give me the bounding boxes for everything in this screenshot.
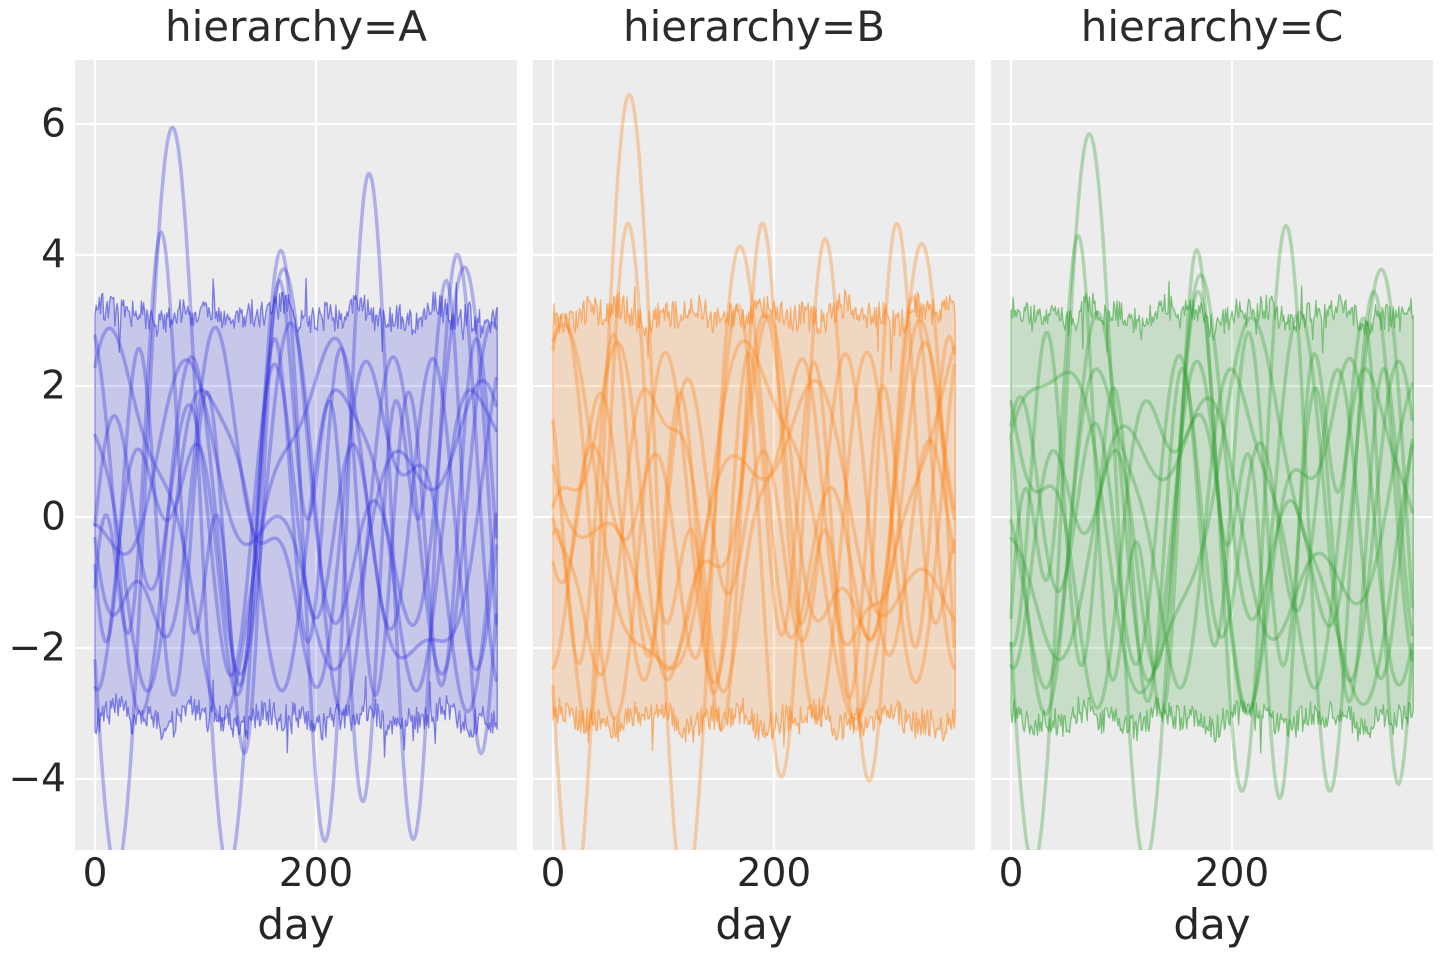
time-series-line xyxy=(551,237,956,783)
y-tick-label: 2 xyxy=(41,363,66,409)
time-series-line xyxy=(1009,356,1414,713)
time-series-line xyxy=(551,314,956,682)
time-series-line xyxy=(551,332,956,700)
confidence-band xyxy=(94,277,498,758)
time-series-line xyxy=(1009,382,1414,662)
x-tick-label: 200 xyxy=(278,851,354,896)
facet-b-plot xyxy=(533,60,975,850)
x-tick-label: 0 xyxy=(998,851,1024,896)
facet-title-b: hierarchy=B xyxy=(622,2,886,51)
time-series-line xyxy=(1009,310,1414,716)
confidence-band xyxy=(552,286,956,751)
facet-title-a: hierarchy=A xyxy=(165,2,427,51)
time-series-line xyxy=(1009,367,1414,690)
x-tick-label: 200 xyxy=(1194,851,1270,896)
y-tick-label: 6 xyxy=(41,101,66,147)
y-tick-label: 0 xyxy=(41,494,66,540)
y-tick-label: −2 xyxy=(8,625,67,671)
time-series-line xyxy=(93,230,498,804)
time-series-line xyxy=(1009,330,1414,704)
x-axis-label: day xyxy=(1173,900,1251,949)
time-series-line xyxy=(551,378,956,672)
time-series-line xyxy=(93,125,498,850)
time-series-line xyxy=(93,321,498,716)
time-series-line xyxy=(93,171,498,843)
line-series-group xyxy=(1009,132,1414,850)
time-series-line xyxy=(93,358,498,672)
time-series-line xyxy=(551,322,956,721)
time-series-line xyxy=(93,326,498,722)
time-series-line xyxy=(1009,132,1414,850)
time-series-line xyxy=(1009,234,1414,801)
time-series-line xyxy=(551,340,956,694)
x-axis-label: day xyxy=(257,900,335,949)
time-series-line xyxy=(1009,353,1414,681)
x-tick-label: 0 xyxy=(540,851,566,896)
line-series-group xyxy=(93,125,498,850)
time-series-line xyxy=(93,388,498,693)
time-series-line xyxy=(93,336,498,698)
x-axis-label: day xyxy=(715,900,793,949)
y-tick-label: −4 xyxy=(8,756,67,802)
time-series-line xyxy=(551,92,956,850)
x-tick-label: 0 xyxy=(82,851,108,896)
y-tick-label: 4 xyxy=(41,232,66,278)
time-series-line xyxy=(93,325,498,714)
x-tick-label: 200 xyxy=(736,851,812,896)
facet-title-c: hierarchy=C xyxy=(1080,2,1344,51)
facet-a-plot xyxy=(75,60,517,850)
time-series-line xyxy=(551,312,956,721)
time-series-line xyxy=(1009,316,1414,707)
confidence-band xyxy=(1010,280,1414,754)
time-series-line xyxy=(1009,223,1414,793)
time-series-line xyxy=(551,352,956,682)
line-series-group xyxy=(551,92,956,850)
time-series-line xyxy=(551,221,956,732)
time-series-line xyxy=(93,356,498,678)
facet-c-plot xyxy=(991,60,1433,850)
